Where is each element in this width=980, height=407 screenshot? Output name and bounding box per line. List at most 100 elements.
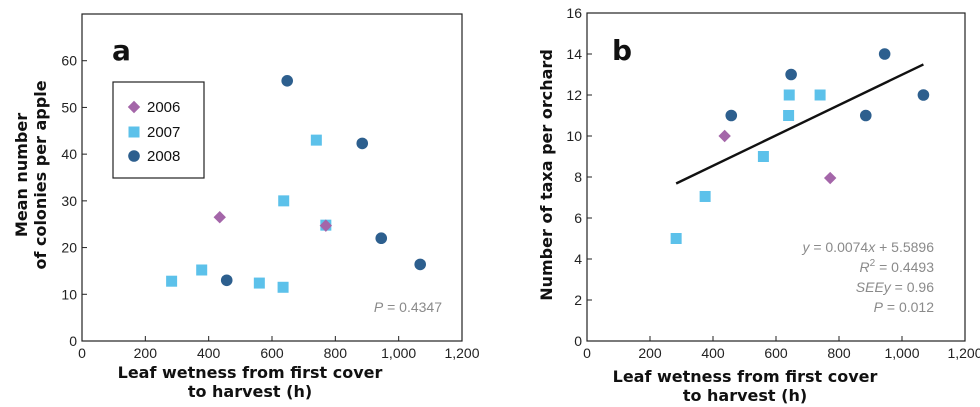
r2-sup: 2 — [870, 258, 876, 269]
panel-a-point-2007 — [277, 281, 289, 293]
panel-b-equation: y = 0.0074x + 5.5896 — [801, 239, 934, 255]
panel-a-x-axis-title-line1: Leaf wetness from first cover — [118, 363, 383, 382]
panel-a-x-tick-label: 200 — [134, 345, 158, 361]
panel-b-point-2007 — [814, 89, 826, 101]
panel-b-data-points — [670, 48, 930, 244]
panel-b-r-squared: R2 = 0.4493 — [860, 258, 935, 275]
panel-a-x-tick-label: 1,200 — [444, 345, 479, 361]
panel-b-y-tick-label: 8 — [574, 169, 582, 185]
legend-box — [112, 81, 205, 179]
panel-a-point-2007 — [278, 195, 290, 207]
legend-marker-2008 — [128, 150, 140, 162]
panel-b-y-tick-label: 10 — [566, 128, 582, 144]
panel-b-point-2007 — [783, 89, 795, 101]
panel-a-y-axis-title-line1: Mean number — [12, 113, 31, 237]
panel-a-legend: 2006 2007 2008 — [112, 81, 205, 179]
panel-b-point-2007 — [670, 233, 682, 244]
panel-a-x-tick-label: 600 — [260, 345, 284, 361]
legend-marker-2007 — [128, 126, 140, 138]
panel-a-point-2006 — [319, 219, 333, 232]
see-value: = 0.96 — [891, 279, 934, 295]
panel-b-x-tick-label: 600 — [764, 345, 788, 361]
panel-a-y-tick-label: 20 — [61, 240, 77, 256]
panel-a: 0 200 400 600 800 1,000 1,200 0 10 20 30 40 50 60 a 2… — [12, 13, 480, 401]
panel-b-x-tick-label: 1,200 — [947, 345, 980, 361]
panel-b-p-annotation: P = 0.012 — [874, 299, 935, 315]
panel-b-x-axis-title-line2: to harvest (h) — [683, 386, 807, 405]
panel-b-y-tick-label: 12 — [566, 87, 582, 103]
panel-b-point-2006 — [823, 171, 837, 185]
panel-b-point-2006 — [718, 129, 731, 143]
p-value-b: = 0.012 — [883, 299, 934, 315]
panel-b-fit-line — [675, 63, 924, 185]
panel-b-y-tick-label: 0 — [574, 333, 582, 349]
panel-a-y-tick-label: 60 — [61, 53, 77, 69]
r2-r: R — [860, 259, 870, 275]
legend-label-2006: 2006 — [147, 99, 180, 116]
panel-b-x-tick-label: 800 — [827, 345, 851, 361]
panel-b-y-tick-label: 2 — [574, 292, 582, 308]
panel-a-y-axis-title-line2: of colonies per apple — [31, 80, 50, 269]
panel-b: 0 200 400 600 800 1,000 1,200 0 2 4 6 8 10 12 14 16 b y… — [537, 5, 980, 405]
panel-b-regression-line — [675, 63, 924, 185]
r2-value: = 0.4493 — [875, 259, 934, 275]
panel-b-y-tick-label: 14 — [566, 46, 582, 62]
panel-a-x-tick-label: 0 — [78, 345, 86, 361]
panel-b-y-tick-label: 16 — [566, 5, 582, 21]
panel-b-point-2008 — [859, 109, 872, 122]
panel-b-see: SEEy = 0.96 — [856, 279, 934, 295]
panel-a-y-tick-label: 50 — [61, 99, 77, 115]
legend-label-2008: 2008 — [147, 148, 180, 165]
panel-a-y-tick-label: 0 — [69, 333, 77, 349]
panel-b-x-tick-label: 0 — [583, 345, 591, 361]
panel-b-axes — [586, 12, 966, 342]
eq-intercept: + 5.5896 — [875, 239, 934, 255]
eq-x: x — [867, 239, 876, 255]
panel-a-p-annotation: P = 0.4347 — [374, 299, 442, 315]
panel-b-point-2007 — [699, 190, 711, 202]
panel-b-x-tick-label: 1,000 — [884, 345, 919, 361]
panel-a-point-2007 — [253, 277, 265, 289]
panel-a-axes — [81, 13, 463, 342]
panel-b-y-tick-label: 6 — [574, 210, 582, 226]
p-symbol-b: P — [874, 299, 884, 315]
panel-a-x-tick-label: 800 — [324, 345, 348, 361]
eq-y: y — [801, 239, 810, 255]
panel-b-point-2008 — [917, 89, 930, 101]
panel-a-point-2007 — [310, 134, 322, 146]
panel-b-point-2008 — [878, 48, 891, 60]
p-symbol: P — [374, 299, 384, 315]
panel-b-y-axis-title: Number of taxa per orchard — [537, 49, 556, 301]
legend-marker-2006 — [127, 100, 141, 114]
panel-a-tick-labels: 0 200 400 600 800 1,000 1,200 0 10 20 30 40 50 60 — [61, 53, 479, 361]
panel-a-y-tick-label: 30 — [61, 193, 77, 209]
panel-a-point-2008 — [414, 258, 427, 271]
panel-a-point-2008 — [281, 75, 294, 87]
panel-b-point-2008 — [725, 109, 738, 122]
panel-b-x-axis-title-line1: Leaf wetness from first cover — [613, 367, 878, 386]
panel-b-label: b — [612, 34, 632, 67]
legend-label-2007: 2007 — [147, 124, 180, 141]
panel-a-y-tick-label: 40 — [61, 146, 77, 162]
panel-a-point-2008 — [220, 274, 233, 287]
panel-a-data-points — [166, 75, 427, 293]
panel-a-x-tick-label: 1,000 — [381, 345, 416, 361]
panel-a-point-2008 — [375, 232, 388, 245]
panel-a-point-2007 — [166, 275, 178, 287]
see-symbol: SEEy — [856, 279, 892, 295]
panel-b-x-tick-label: 200 — [638, 345, 662, 361]
panel-b-point-2007 — [757, 151, 769, 162]
panel-b-tick-labels: 0 200 400 600 800 1,000 1,200 0 2 4 6 8 10 12 14 16 — [566, 5, 980, 361]
panel-a-point-2007 — [196, 264, 208, 276]
panel-a-label: a — [112, 34, 131, 67]
panel-b-x-tick-label: 400 — [701, 345, 725, 361]
panel-b-point-2008 — [785, 68, 797, 81]
panel-b-y-tick-label: 4 — [574, 251, 582, 267]
panel-a-point-2006 — [213, 211, 226, 224]
p-value: = 0.4347 — [383, 299, 442, 315]
panel-a-x-tick-label: 400 — [197, 345, 221, 361]
panel-a-point-2008 — [356, 137, 369, 150]
eq-slope: = 0.0074 — [809, 239, 868, 255]
panel-a-y-tick-label: 10 — [61, 286, 77, 302]
